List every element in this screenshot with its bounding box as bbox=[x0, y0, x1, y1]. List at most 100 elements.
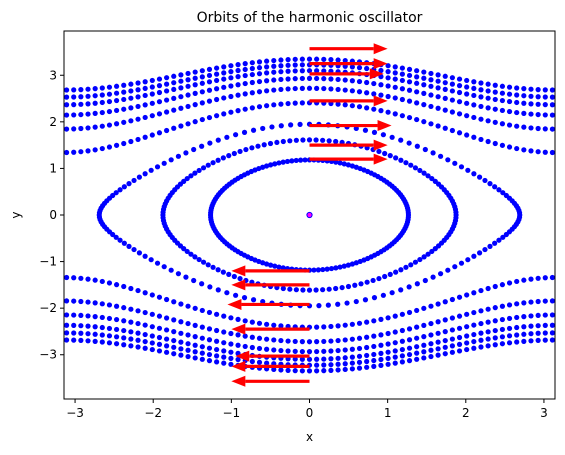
orbit-point bbox=[557, 150, 562, 155]
orbit-point bbox=[237, 275, 243, 282]
orbit-point bbox=[264, 103, 270, 109]
orbit-point bbox=[430, 274, 436, 280]
orbit-point bbox=[233, 132, 239, 138]
orbit-point bbox=[113, 303, 120, 309]
orbit-point bbox=[499, 341, 506, 347]
orbit-point bbox=[292, 100, 298, 106]
orbit-point bbox=[328, 86, 334, 92]
orbit-point bbox=[113, 83, 120, 89]
orbit-point bbox=[514, 145, 520, 152]
orbit-point bbox=[191, 146, 197, 153]
orbit-point bbox=[272, 263, 278, 269]
orbit-point bbox=[156, 130, 163, 136]
orbit-point bbox=[385, 109, 391, 115]
orbit-point bbox=[478, 320, 484, 327]
orbit-point bbox=[521, 314, 527, 320]
orbit-point bbox=[492, 305, 498, 311]
orbit-point bbox=[214, 113, 220, 119]
orbit-point bbox=[264, 88, 270, 94]
orbit-point bbox=[549, 330, 555, 336]
orbit-point bbox=[371, 295, 378, 301]
orbit-point bbox=[199, 116, 205, 123]
orbit-point bbox=[393, 155, 399, 161]
orbit-point bbox=[214, 71, 220, 77]
orbit-point bbox=[192, 102, 198, 108]
orbit-point bbox=[521, 338, 527, 344]
orbit-point bbox=[499, 316, 506, 323]
orbit-point bbox=[492, 82, 498, 88]
orbit-point bbox=[264, 346, 270, 352]
orbit-point bbox=[328, 348, 334, 354]
orbit-point bbox=[535, 111, 541, 118]
orbit-point bbox=[521, 147, 527, 153]
orbit-point bbox=[214, 65, 220, 71]
orbit-point bbox=[85, 338, 91, 344]
x-tick-label: 1 bbox=[384, 406, 392, 420]
orbit-point bbox=[406, 284, 412, 290]
orbit-point bbox=[149, 324, 155, 330]
orbit-point bbox=[199, 100, 205, 106]
orbit-point bbox=[128, 306, 134, 312]
orbit-point bbox=[364, 65, 370, 72]
orbit-point bbox=[325, 302, 331, 308]
orbit-point bbox=[178, 94, 184, 100]
orbit-point bbox=[164, 343, 170, 349]
orbit-point bbox=[485, 138, 491, 145]
orbit-point bbox=[406, 337, 413, 343]
orbit-point bbox=[412, 259, 419, 265]
orbit-point bbox=[349, 163, 356, 169]
arrow-head bbox=[373, 153, 388, 165]
orbit-point bbox=[406, 66, 413, 72]
orbit-point bbox=[99, 109, 105, 116]
arrow-head bbox=[377, 120, 392, 132]
orbit-point bbox=[342, 77, 348, 83]
orbit-point bbox=[192, 90, 198, 96]
orbit-point bbox=[149, 91, 155, 97]
orbit-point bbox=[142, 309, 148, 316]
orbit-point bbox=[449, 109, 455, 115]
orbit-point bbox=[349, 103, 355, 109]
orbit-point bbox=[156, 341, 163, 347]
orbit-point bbox=[92, 124, 98, 130]
orbit-point bbox=[492, 283, 498, 290]
orbit-point bbox=[399, 338, 405, 344]
orbit-point bbox=[485, 343, 491, 349]
orbit-point bbox=[188, 251, 194, 257]
orbit-point bbox=[306, 68, 313, 74]
orbit-point bbox=[164, 296, 170, 303]
orbit-point bbox=[382, 273, 388, 280]
orbit-point bbox=[449, 88, 455, 94]
orbit-point bbox=[142, 171, 148, 177]
orbit-point bbox=[485, 81, 491, 87]
orbit-point bbox=[442, 73, 448, 79]
orbit-point bbox=[57, 95, 62, 100]
arrow-2 bbox=[309, 68, 384, 80]
orbit-point bbox=[292, 356, 298, 362]
orbit-point bbox=[478, 116, 484, 122]
orbit-point bbox=[406, 114, 413, 121]
orbit-point bbox=[57, 337, 62, 342]
y-axis-ticks: −3 −2 −1 0 1 2 3 bbox=[39, 68, 64, 362]
orbit-point bbox=[328, 76, 334, 82]
orbit-point bbox=[403, 264, 409, 270]
orbit-point bbox=[85, 86, 91, 92]
orbit-point bbox=[249, 319, 255, 325]
orbit-point bbox=[221, 329, 227, 335]
orbit-point bbox=[549, 322, 555, 328]
orbit-point bbox=[271, 77, 277, 83]
orbit-point bbox=[557, 298, 562, 303]
orbit-point bbox=[385, 93, 391, 100]
orbit-point bbox=[328, 367, 334, 373]
orbit-point bbox=[171, 80, 177, 86]
orbit-point bbox=[235, 342, 241, 348]
orbit-point bbox=[449, 296, 455, 303]
orbit-point bbox=[471, 322, 477, 328]
orbit-point bbox=[285, 76, 291, 82]
orbit-point bbox=[183, 150, 189, 156]
orbit-point bbox=[471, 290, 477, 296]
orbit-2 bbox=[160, 137, 459, 293]
orbit-point bbox=[364, 279, 370, 285]
orbit-point bbox=[278, 347, 284, 354]
arrow-head bbox=[227, 298, 242, 310]
orbit-point bbox=[449, 97, 455, 103]
